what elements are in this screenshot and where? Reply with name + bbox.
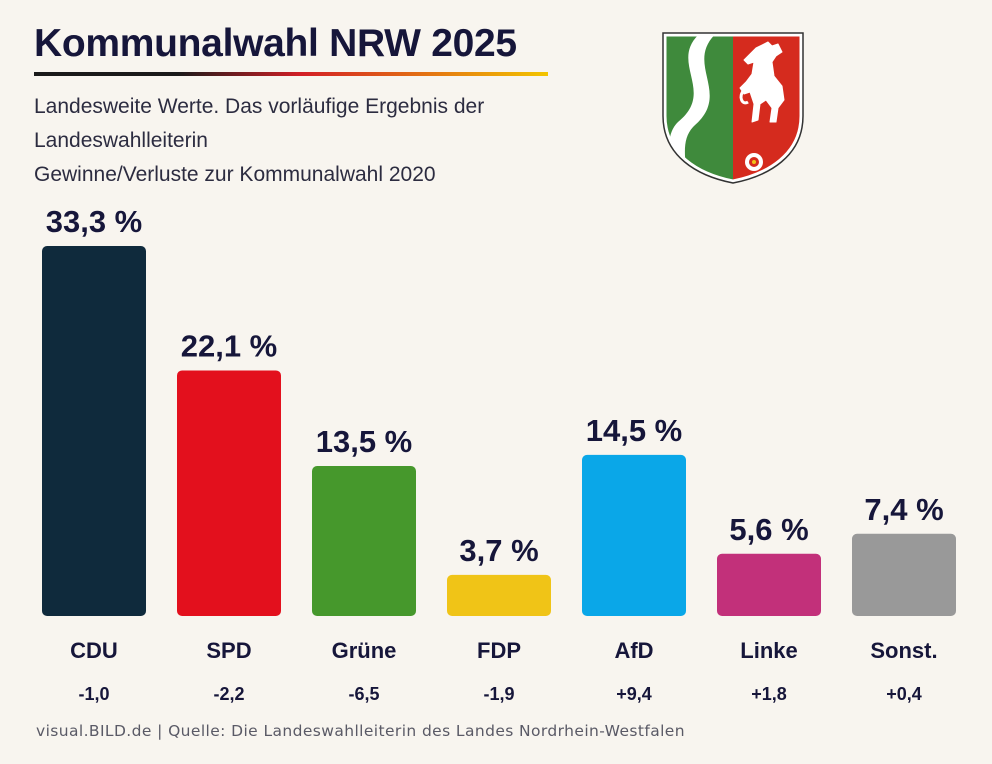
category-label-sonst: Sonst.: [870, 638, 937, 663]
change-label-cdu: -1,0: [78, 684, 109, 704]
change-label-gr-ne: -6,5: [348, 684, 379, 704]
category-label-spd: SPD: [206, 638, 251, 663]
subtitle-line-3: Gewinne/Verluste zur Kommunalwahl 2020: [34, 163, 436, 186]
change-label-fdp: -1,9: [483, 684, 514, 704]
rose-icon: [745, 153, 763, 171]
bar-gr-ne: [312, 466, 416, 616]
bar-afd: [582, 454, 686, 616]
change-label-spd: -2,2: [213, 684, 244, 704]
bar-linke: [717, 553, 821, 616]
category-label-cdu: CDU: [70, 638, 118, 663]
value-label-gr-ne: 13,5 %: [316, 424, 413, 459]
value-label-linke: 5,6 %: [729, 512, 808, 547]
category-label-gr-ne: Grüne: [332, 638, 397, 663]
value-label-cdu: 33,3 %: [46, 204, 143, 239]
bar-fdp: [447, 574, 551, 616]
change-label-sonst: +0,4: [886, 684, 922, 704]
bar-spd: [177, 370, 281, 616]
chart-title: Kommunalwahl NRW 2025: [34, 22, 517, 65]
source-separator: |: [157, 722, 163, 740]
crest-rhine-wave: [668, 35, 720, 181]
bar-cdu: [42, 246, 146, 616]
value-label-spd: 22,1 %: [181, 328, 278, 363]
brand-label: visual.BILD.de: [36, 722, 152, 740]
change-label-afd: +9,4: [616, 684, 652, 704]
subtitle: Landesweite Werte. Das vorläufige Ergebn…: [34, 90, 484, 192]
subtitle-line-1: Landesweite Werte. Das vorläufige Ergebn…: [34, 95, 485, 118]
source-label: Quelle: Die Landeswahlleiterin des Lande…: [168, 722, 685, 740]
subtitle-line-2: Landeswahlleiterin: [34, 129, 208, 152]
source-line: visual.BILD.de | Quelle: Die Landeswahll…: [36, 722, 685, 740]
change-label-linke: +1,8: [751, 684, 787, 704]
value-label-sonst: 7,4 %: [864, 492, 943, 527]
value-label-afd: 14,5 %: [586, 413, 683, 448]
category-label-fdp: FDP: [477, 638, 521, 663]
title-underline: [34, 72, 548, 76]
category-label-linke: Linke: [740, 638, 797, 663]
value-label-fdp: 3,7 %: [459, 533, 538, 568]
category-label-afd: AfD: [614, 638, 653, 663]
nrw-coat-of-arms: [662, 32, 804, 184]
bar-sonst: [852, 533, 956, 616]
horse-icon: [739, 41, 785, 123]
